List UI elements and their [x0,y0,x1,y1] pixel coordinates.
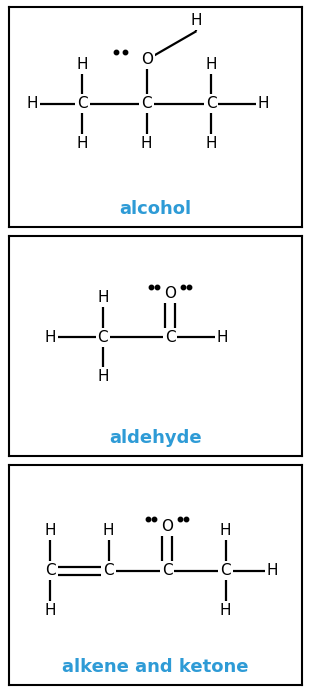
Text: C: C [206,96,216,111]
Text: H: H [217,329,229,345]
Text: O: O [164,286,176,300]
Text: C: C [162,563,173,578]
Text: C: C [45,563,56,578]
Text: C: C [220,563,231,578]
Text: H: H [191,12,202,28]
Text: C: C [142,96,152,111]
Text: H: H [44,603,56,618]
Text: H: H [77,57,88,72]
Text: H: H [27,96,39,111]
Text: H: H [103,523,114,538]
Text: C: C [165,329,175,345]
Text: H: H [44,523,56,538]
Text: H: H [77,136,88,151]
Text: H: H [267,563,278,578]
Text: H: H [141,136,152,151]
Text: H: H [97,370,109,384]
Text: C: C [104,563,114,578]
Text: H: H [97,290,109,305]
Text: H: H [258,96,269,111]
Text: O: O [161,519,173,534]
Text: aldehyde: aldehyde [109,430,202,448]
Text: alcohol: alcohol [119,201,192,219]
Text: O: O [141,53,153,67]
Text: C: C [98,329,108,345]
Text: H: H [205,57,217,72]
Text: H: H [220,523,231,538]
Text: alkene and ketone: alkene and ketone [62,659,249,677]
Text: H: H [220,603,231,618]
Text: H: H [205,136,217,151]
Text: H: H [44,329,56,345]
Text: C: C [77,96,88,111]
